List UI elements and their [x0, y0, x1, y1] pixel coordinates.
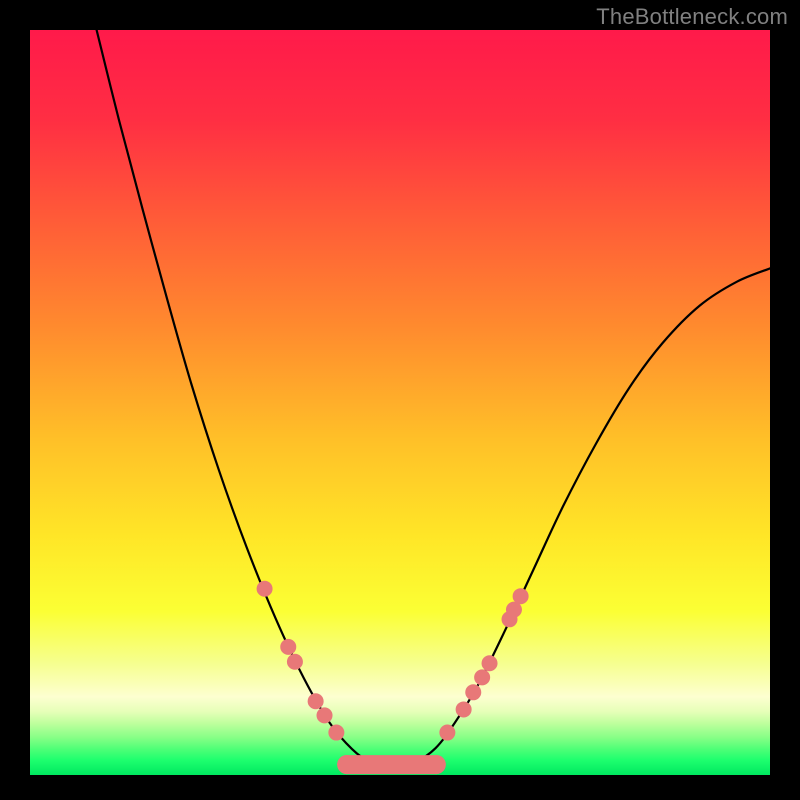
- data-marker: [280, 639, 296, 655]
- data-marker: [465, 684, 481, 700]
- data-marker: [456, 701, 472, 717]
- chart-frame: TheBottleneck.com: [0, 0, 800, 800]
- data-marker: [317, 707, 333, 723]
- data-marker: [328, 725, 344, 741]
- bottleneck-chart: [30, 30, 770, 775]
- segment-cap: [427, 755, 446, 774]
- watermark-text: TheBottleneck.com: [596, 4, 788, 30]
- segment-cap: [337, 755, 356, 774]
- data-marker: [308, 693, 324, 709]
- data-marker: [257, 581, 273, 597]
- data-marker: [287, 654, 303, 670]
- data-marker: [482, 655, 498, 671]
- data-marker: [439, 725, 455, 741]
- gradient-background: [30, 30, 770, 775]
- data-marker: [513, 588, 529, 604]
- data-marker: [474, 669, 490, 685]
